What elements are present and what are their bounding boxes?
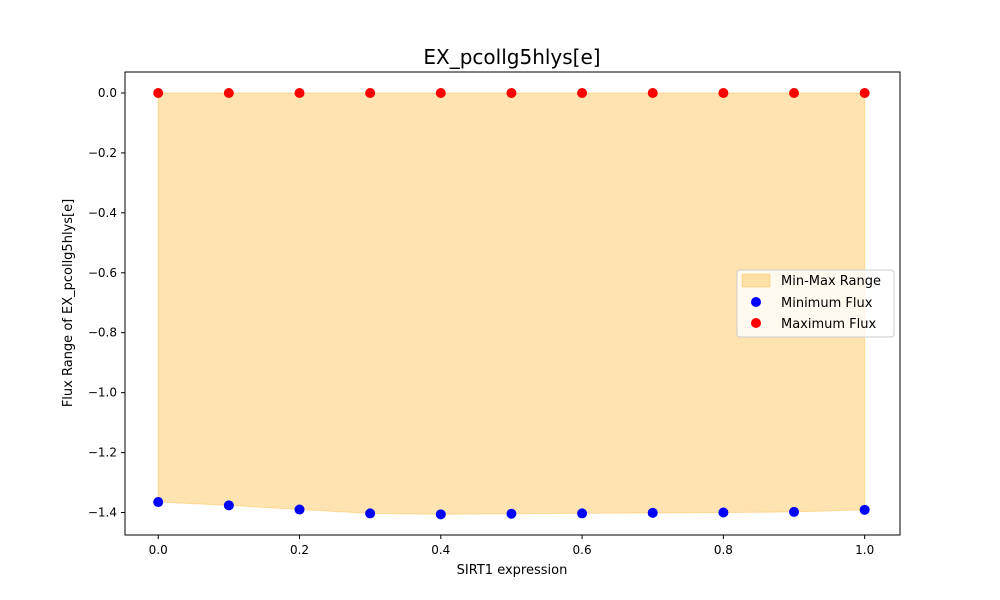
y-tick-label: −1.2 [88,446,117,460]
max-flux-point [859,87,870,98]
min-flux-point [506,508,517,519]
max-flux-point [506,87,517,98]
min-flux-point [365,508,376,519]
max-flux-point [153,87,164,98]
legend: Min-Max Range Minimum Flux Maximum Flux [736,269,895,338]
x-tick-label: 0.6 [573,543,592,557]
legend-box [736,269,895,338]
max-flux-point [647,87,658,98]
y-tick-label: −1.4 [88,506,117,520]
min-flux-point [859,504,870,515]
x-tick-label: 0.8 [714,543,733,557]
legend-label-max: Maximum Flux [781,317,877,332]
legend-label-range: Min-Max Range [781,274,881,289]
plot-frame [124,71,901,536]
max-flux-point [718,87,729,98]
min-flux-point [153,497,164,508]
legend-label-min: Minimum Flux [781,296,873,311]
legend-swatch-range [741,273,771,288]
min-flux-point [577,508,588,519]
x-tick-label: 1.0 [855,543,874,557]
min-flux-point [789,506,800,517]
plot-area [153,87,870,520]
y-tick-label: 0.0 [98,86,117,100]
max-flux-point [435,87,446,98]
max-flux-point [223,87,234,98]
x-tick-label: 0.0 [149,543,168,557]
x-axis: 0.0 0.2 0.4 0.6 0.8 1.0 [149,535,874,557]
min-flux-point [435,509,446,520]
y-tick-label: −0.4 [88,206,117,220]
min-flux-point [718,507,729,518]
y-tick-label: −0.6 [88,266,117,280]
max-flux-point [789,87,800,98]
y-axis: 0.0 −0.2 −0.4 −0.6 −0.8 −1.0 −1.2 −1.4 [88,86,125,520]
legend-marker-max [751,318,761,328]
max-flux-point [294,87,305,98]
max-flux-point [365,87,376,98]
y-axis-label: Flux Range of EX_pcollg5hlys[e] [61,199,76,407]
x-tick-label: 0.2 [290,543,309,557]
min-flux-point [647,507,658,518]
x-axis-label: SIRT1 expression [457,563,568,578]
min-flux-point [294,504,305,515]
y-tick-label: −0.8 [88,326,117,340]
x-tick-label: 0.4 [431,543,450,557]
y-tick-label: −0.2 [88,146,117,160]
chart-title: EX_pcollg5hlys[e] [423,45,600,69]
legend-marker-min [751,297,761,307]
max-flux-point [577,87,588,98]
min-flux-point [223,500,234,511]
y-tick-label: −1.0 [88,386,117,400]
